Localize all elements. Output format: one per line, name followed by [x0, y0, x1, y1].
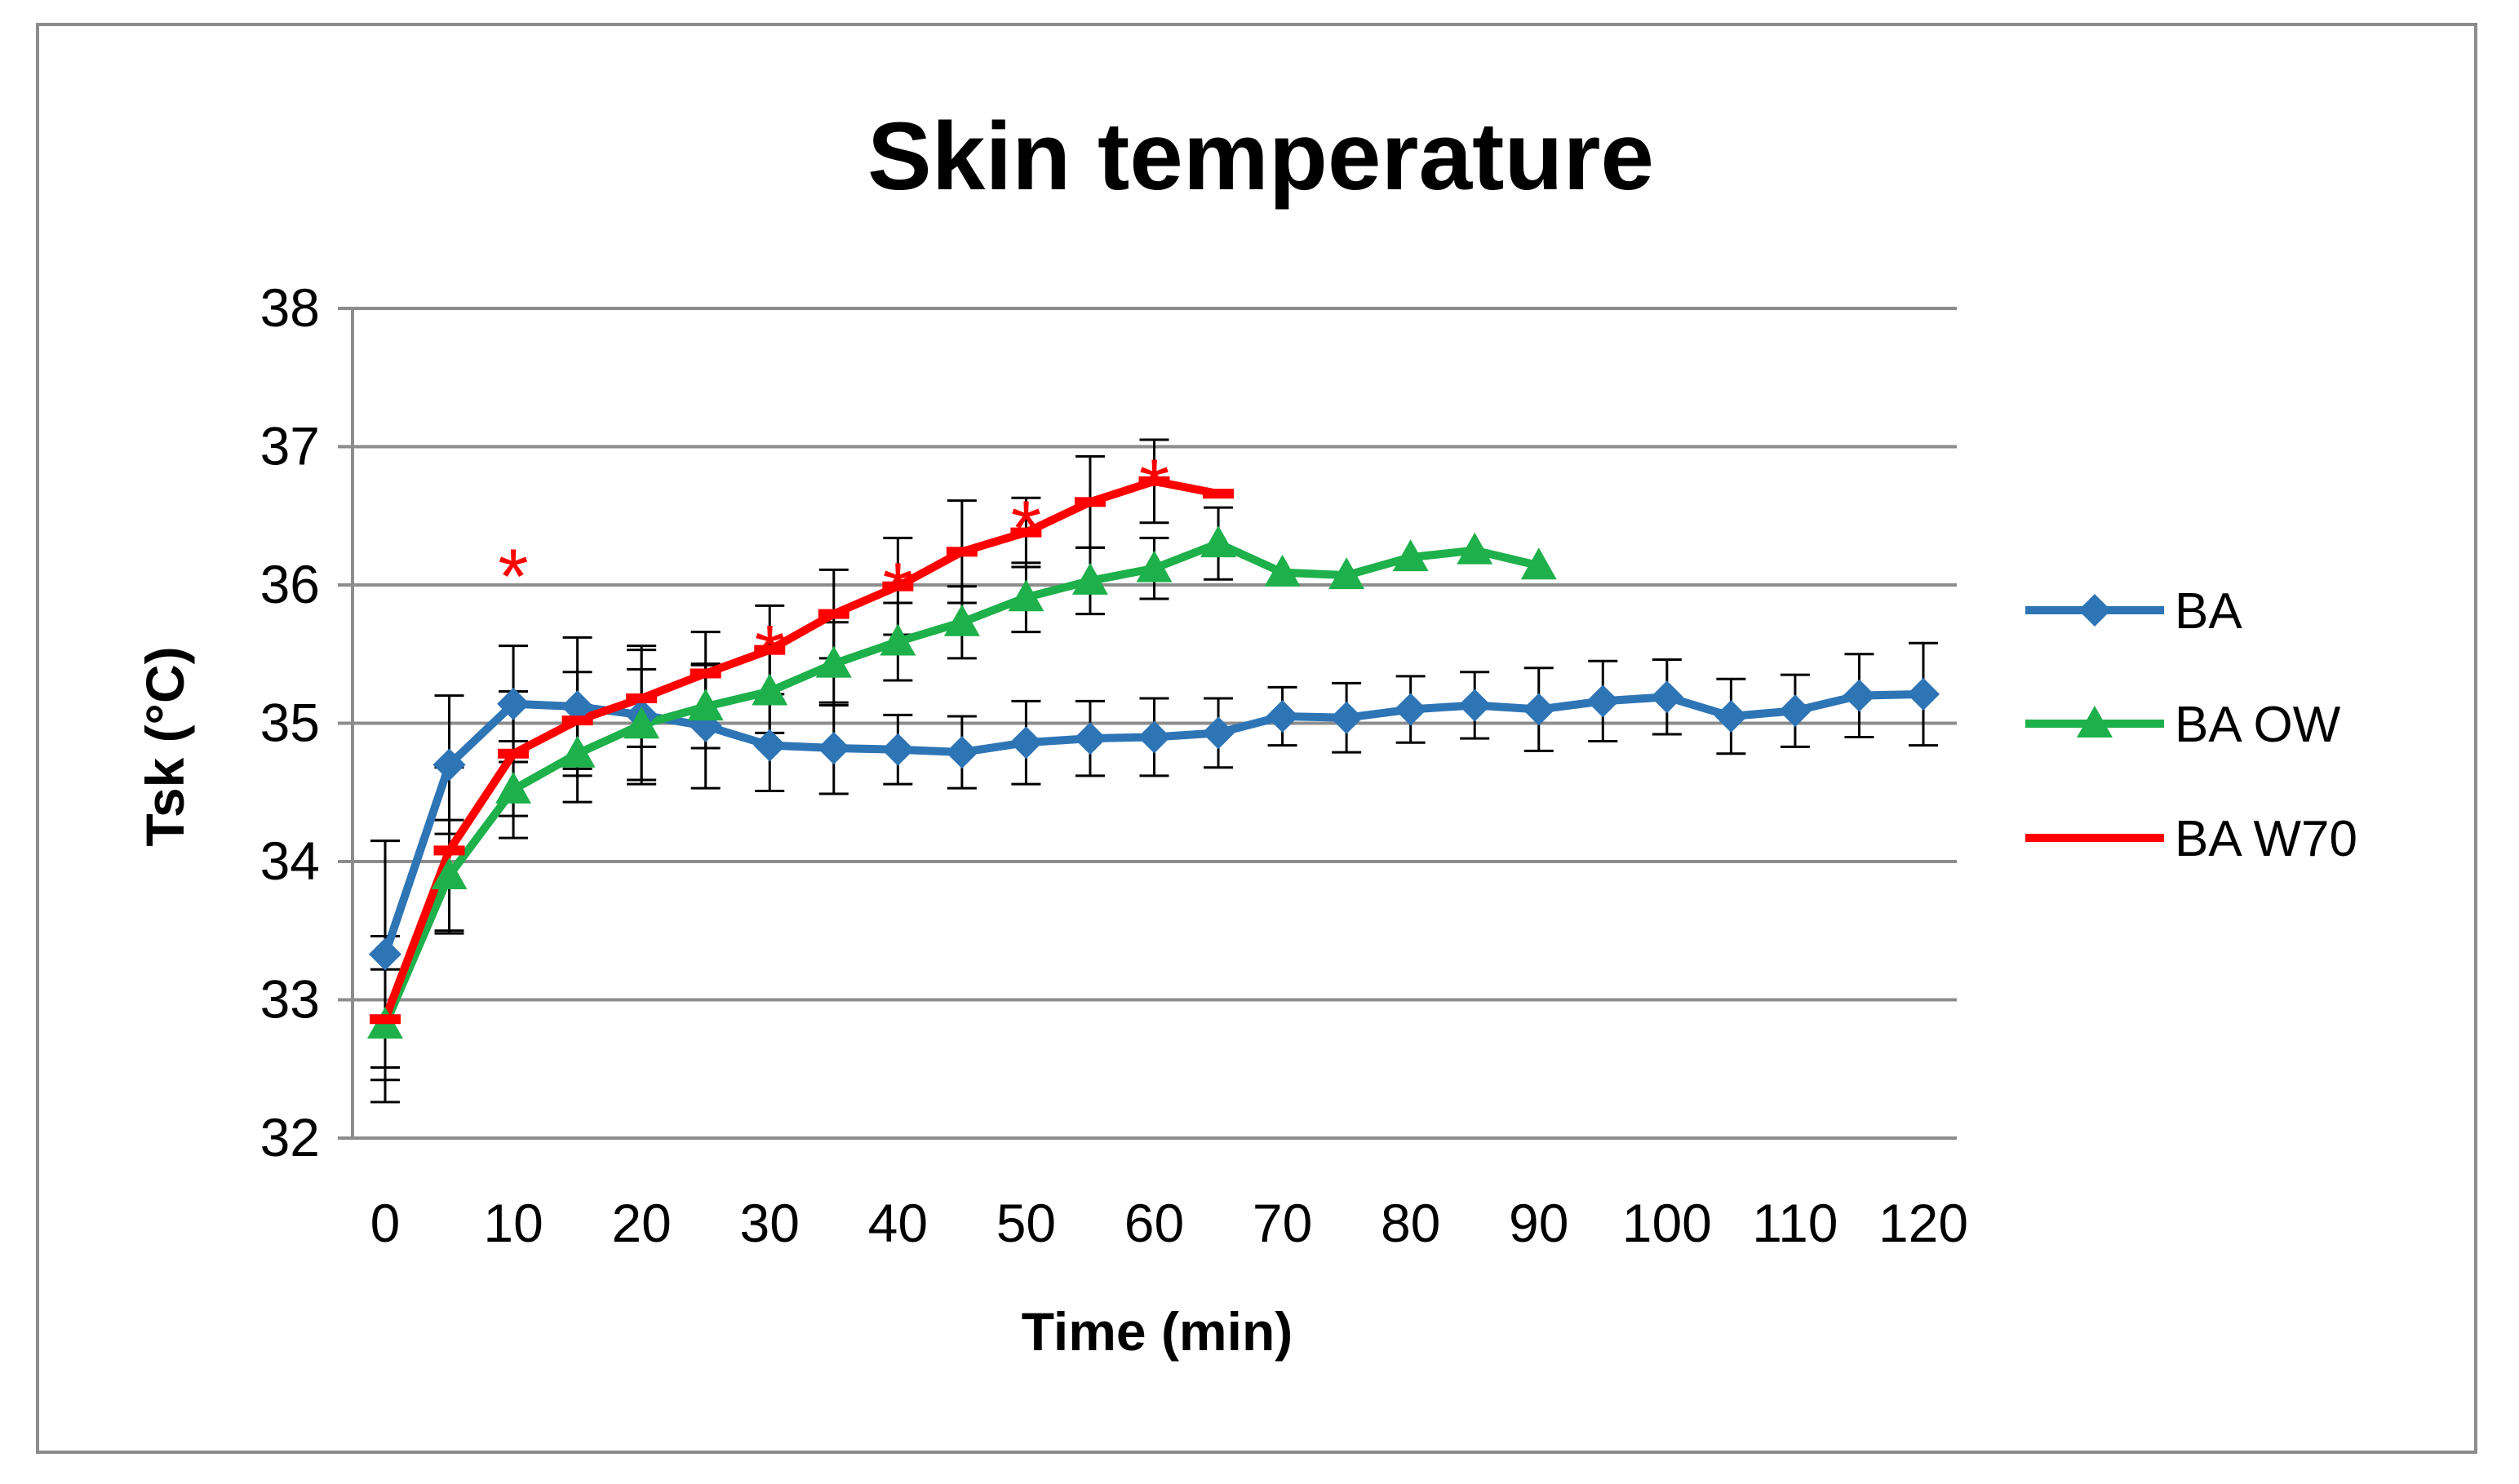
- x-axis-ticks: 0 10 20 30 40 50 60 70 80 90 100 110 120: [370, 1193, 1968, 1253]
- data-point-ba-w70: [1138, 476, 1170, 486]
- data-point-ba: [1458, 689, 1492, 722]
- x-tick-label: 50: [996, 1193, 1056, 1253]
- data-point-ba: [881, 733, 915, 766]
- y-tick-label: 32: [260, 1107, 320, 1167]
- data-point-ba-w70: [498, 748, 530, 759]
- data-point-ba-w70: [561, 715, 593, 726]
- data-point-ba: [753, 729, 787, 762]
- data-point-ba-ow: [815, 645, 852, 678]
- data-point-ba-w70: [626, 693, 658, 703]
- data-point-ba: [1522, 693, 1555, 726]
- data-point-ba-ow: [1392, 539, 1429, 572]
- y-tick-label: 36: [260, 554, 320, 614]
- x-axis-title: Time (min): [1022, 1301, 1293, 1362]
- y-tick-label: 34: [260, 831, 320, 891]
- x-tick-label: 70: [1253, 1193, 1312, 1253]
- chart-title: Skin temperature: [867, 103, 1654, 210]
- chart-frame: [36, 23, 2477, 1454]
- data-point-ba-w70: [690, 668, 721, 679]
- y-tick-label: 35: [260, 693, 320, 753]
- data-point-ba: [1009, 726, 1043, 760]
- x-tick-label: 90: [1509, 1193, 1568, 1253]
- significance-asterisk: *: [755, 609, 785, 697]
- data-point-ba: [1843, 679, 1876, 712]
- series-markers: [367, 476, 1940, 1039]
- data-point-ba-ow: [1071, 562, 1108, 595]
- data-point-ba-w70: [1203, 489, 1235, 499]
- data-point-ba: [1266, 700, 1299, 733]
- x-tick-label: 20: [611, 1193, 671, 1253]
- data-point-ba-ow: [495, 771, 532, 804]
- x-tick-label: 120: [1878, 1193, 1968, 1253]
- data-point-ba-w70: [433, 845, 465, 856]
- error-bars: [370, 438, 1938, 1104]
- data-point-ba: [1073, 722, 1106, 755]
- data-point-ba: [1586, 684, 1620, 718]
- data-point-ba-ow: [1328, 557, 1365, 590]
- x-tick-label: 60: [1124, 1193, 1184, 1253]
- data-point-ba-ow: [880, 623, 916, 656]
- gridlines: [338, 307, 1957, 1140]
- y-tick-label: 33: [260, 969, 320, 1030]
- data-point-ba: [1330, 701, 1364, 734]
- data-point-ba: [1778, 694, 1812, 728]
- data-point-ba-ow: [1520, 547, 1557, 580]
- y-tick-label: 37: [260, 416, 320, 476]
- data-point-ba-w70: [946, 547, 978, 557]
- data-point-ba-ow: [559, 735, 596, 768]
- significance-asterisk: *: [883, 547, 913, 635]
- data-point-ba-ow: [752, 673, 788, 706]
- data-point-ba: [1394, 693, 1427, 726]
- significance-annotations: * * * * *: [498, 443, 1169, 696]
- data-point-ba-ow: [431, 857, 468, 889]
- data-point-ba: [1907, 677, 1940, 711]
- y-axis-title: Tsk (°C): [135, 646, 195, 846]
- data-point-ba: [1138, 720, 1171, 754]
- data-point-ba: [1714, 700, 1748, 733]
- x-tick-label: 0: [370, 1193, 401, 1253]
- data-point-ba: [561, 690, 594, 724]
- data-point-ba-ow: [943, 604, 980, 636]
- legend-label-ba: BA: [2175, 583, 2242, 640]
- y-tick-label: 38: [260, 277, 320, 338]
- legend: BA BA OW BA W70: [2025, 583, 2357, 867]
- data-point-ba: [1202, 716, 1235, 750]
- data-point-ba: [1650, 680, 1683, 714]
- data-point-ba-ow: [687, 689, 724, 721]
- data-point-ba-w70: [1074, 497, 1106, 507]
- data-point-ba-ow: [1200, 525, 1237, 558]
- data-point-ba-w70: [882, 581, 914, 591]
- significance-asterisk: *: [498, 534, 528, 621]
- x-tick-label: 40: [868, 1193, 928, 1253]
- data-point-ba: [432, 748, 466, 782]
- x-tick-label: 110: [1752, 1193, 1838, 1253]
- legend-marker-ba-ow: [2077, 706, 2113, 738]
- significance-asterisk: *: [1011, 485, 1041, 572]
- legend-label-ba-w70: BA W70: [2175, 811, 2357, 867]
- data-point-ba: [497, 687, 530, 720]
- data-point-ba-w70: [370, 1014, 401, 1025]
- x-tick-label: 30: [740, 1193, 800, 1253]
- x-tick-label: 10: [483, 1193, 543, 1253]
- data-point-ba-w70: [818, 609, 849, 619]
- x-tick-label: 80: [1381, 1193, 1440, 1253]
- legend-label-ba-ow: BA OW: [2175, 697, 2341, 753]
- series-line-ba-w70: [381, 476, 1219, 1021]
- data-point-ba: [817, 732, 850, 765]
- y-axis-ticks: 32 33 34 35 36 37 38: [260, 277, 320, 1167]
- data-point-ba-ow: [623, 707, 660, 739]
- data-point-ba: [369, 937, 401, 971]
- data-point-ba-w70: [1010, 527, 1042, 538]
- legend-marker-ba: [2078, 594, 2111, 627]
- significance-asterisk: *: [1139, 443, 1169, 530]
- data-point-ba-ow: [1136, 550, 1173, 583]
- x-tick-label: 100: [1622, 1193, 1712, 1253]
- data-point-ba-ow: [1457, 532, 1493, 565]
- data-point-ba-ow: [1008, 579, 1044, 612]
- data-point-ba-ow: [1264, 554, 1301, 587]
- data-point-ba: [945, 736, 978, 769]
- data-point-ba-w70: [754, 645, 786, 655]
